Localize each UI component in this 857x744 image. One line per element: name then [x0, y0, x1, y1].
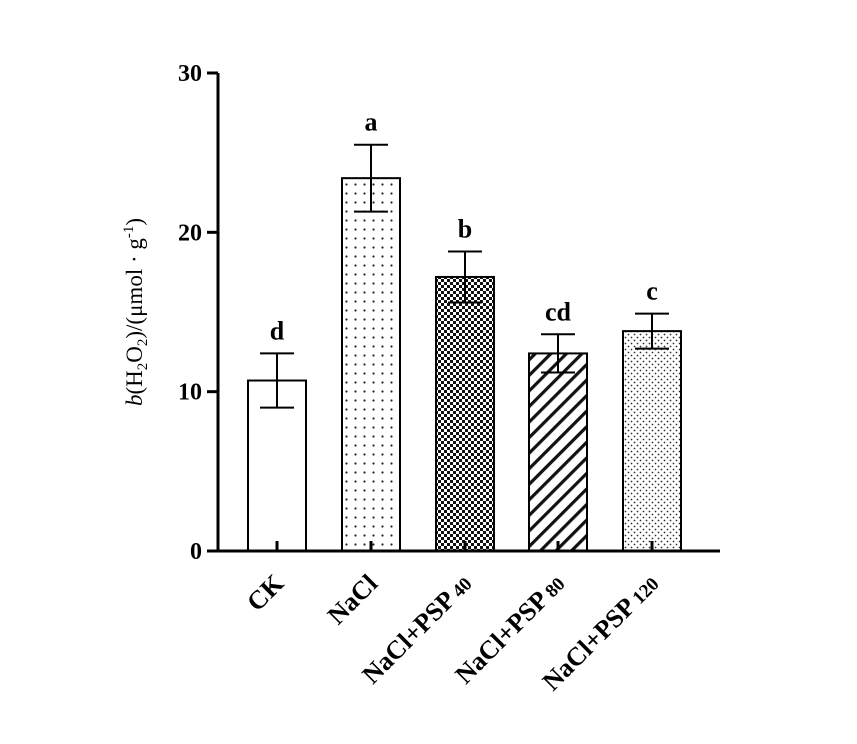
ylabel-close: )/( [122, 317, 147, 339]
ylabel-close2: ) [122, 218, 147, 226]
y-tick-label-1: 10 [178, 380, 202, 406]
ylabel-open: ( [122, 387, 147, 395]
x-tick-label-0: CK [241, 568, 290, 617]
bar-1 [341, 177, 401, 552]
ylabel-o: O [122, 346, 147, 363]
y-tick-label-2: 20 [178, 220, 202, 246]
significance-label-0: d [270, 316, 285, 345]
ylabel-unit: μmol · g [122, 238, 147, 317]
x-tick-label-main-1: NaCl [322, 569, 383, 630]
significance-label-1: a [365, 108, 378, 137]
ylabel-h-sub: 2 [135, 363, 151, 371]
significance-label-3: cd [545, 297, 572, 326]
significance-label-4: c [646, 277, 658, 306]
bar-2 [435, 275, 495, 552]
bar-0 [247, 379, 307, 552]
x-tick-label-main-0: CK [241, 568, 290, 617]
x-tick-label-main-4: NaCl+PSP [537, 592, 642, 697]
significance-label-2: b [458, 214, 472, 243]
ylabel-o-sub: 2 [135, 339, 151, 347]
plot-area: dCKaNaClbNaCl+PSP40cdNaCl+PSP80cNaCl+PSP… [178, 61, 720, 696]
x-tick-label-1: NaCl [322, 569, 383, 630]
y-axis-label: b(H2O2)/(μmol · g-1) [121, 218, 151, 406]
x-tick-label-main-2: NaCl+PSP [356, 585, 461, 690]
y-tick-label-0: 0 [190, 539, 202, 565]
x-tick-label-sub-4: 120 [629, 574, 664, 609]
ylabel-h: H [122, 370, 147, 387]
ylabel-italic: b [122, 395, 147, 407]
bar-4 [622, 330, 682, 552]
bar-3 [528, 352, 588, 552]
y-tick-label-3: 30 [178, 61, 202, 87]
ylabel-unit-sup: -1 [121, 226, 137, 239]
